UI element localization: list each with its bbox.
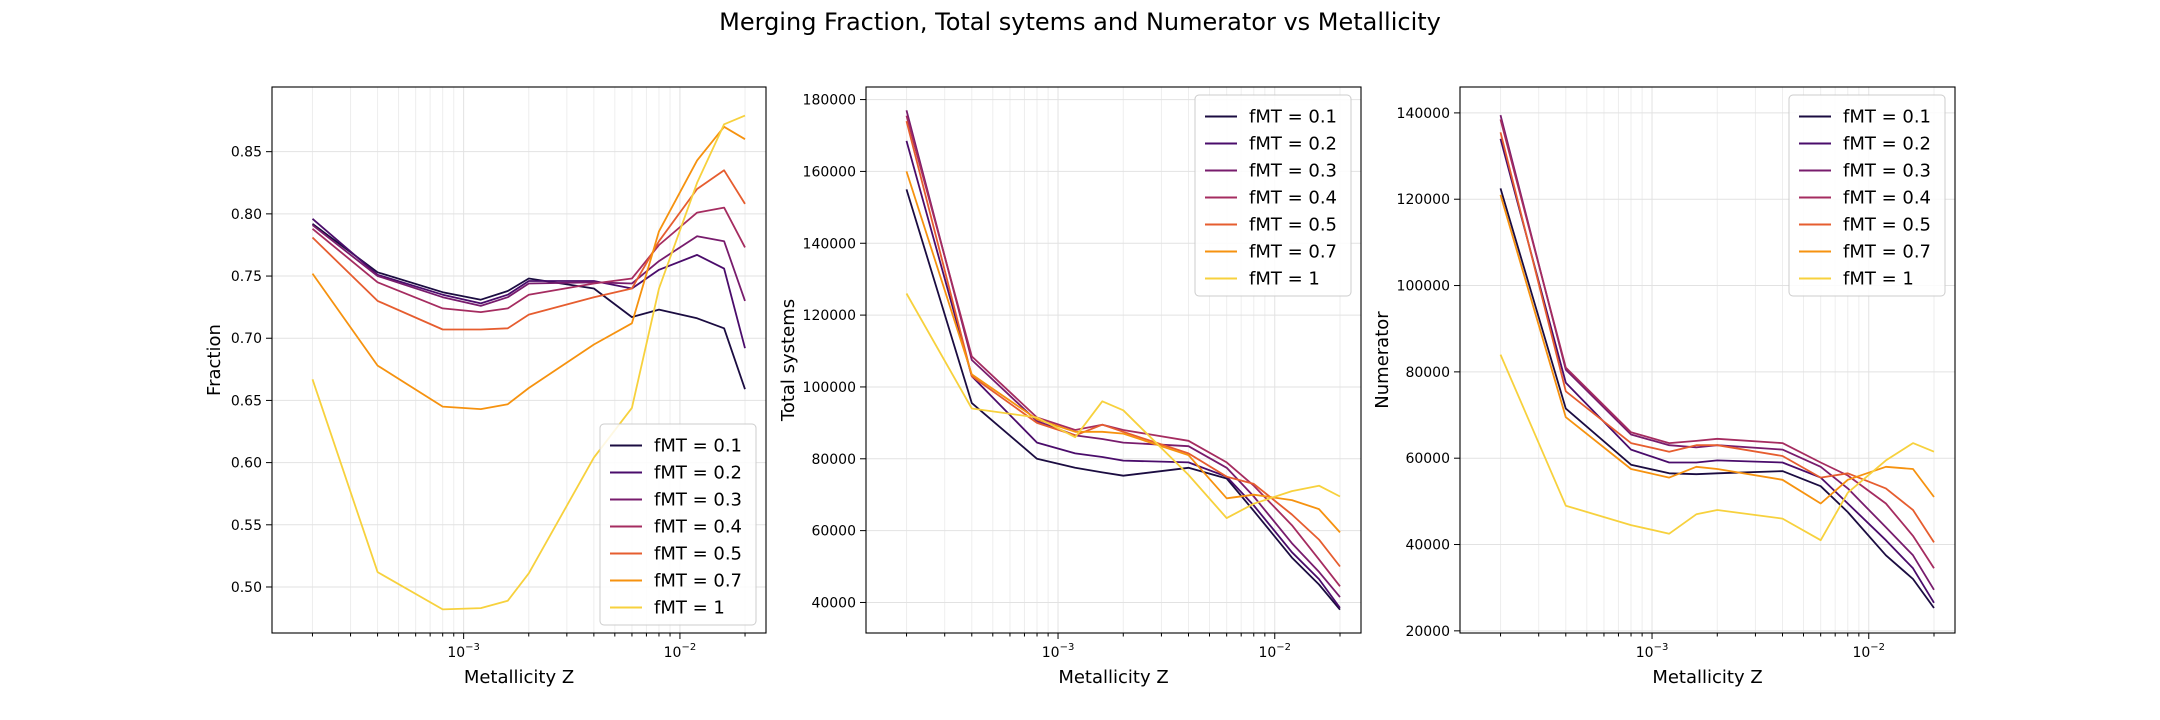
y-tick-label: 140000 [803,236,856,252]
x-tick-label: 10−3 [1636,642,1669,661]
y-tick-label: 120000 [1397,192,1450,208]
x-tick-label: 10−2 [1852,642,1885,661]
legend-label: fMT = 0.7 [1249,242,1337,263]
x-axis-label: Metallicity Z [1652,667,1762,688]
legend: fMT = 0.1 fMT = 0.2 fMT = 0.3 fMT = 0.4 fMT … [599,423,757,626]
y-tick-label: 0.85 [231,145,262,161]
series-line-6 [905,171,1341,534]
legend-label: fMT = 0.2 [1843,134,1931,155]
series-line-4 [1499,119,1935,569]
y-tick-label: 80000 [811,452,856,468]
legend-label: fMT = 0.5 [654,544,742,565]
x-axis-label: Metallicity Z [464,667,574,688]
y-axis-label: Fraction [204,324,225,396]
legend-label: fMT = 0.1 [1843,107,1931,128]
y-tick-label: 60000 [811,524,856,540]
figure-title: Merging Fraction, Total sytems and Numer… [719,8,1441,36]
x-tick-label: 10−2 [1258,642,1291,661]
series-line-2 [311,218,746,349]
legend-label: fMT = 0.7 [1843,242,1931,263]
series-line-5 [1499,132,1935,543]
legend-label: fMT = 1 [654,598,725,619]
y-tick-label: 180000 [803,93,856,109]
legend-box [1788,94,1946,297]
series-line-3 [311,224,746,307]
y-tick-label: 0.50 [231,580,262,596]
legend-label: fMT = 0.1 [654,436,742,457]
legend-label: fMT = 0.7 [654,571,742,592]
legend-label: fMT = 0.4 [1249,188,1337,209]
legend-label: fMT = 0.3 [1843,161,1931,182]
series-line-7 [311,114,746,611]
y-tick-label: 40000 [1405,538,1450,554]
y-tick-label: 120000 [803,308,856,324]
series-line-4 [905,115,1341,587]
y-axis-label: Total systems [778,299,799,422]
series-line-5 [311,169,746,331]
series-line-4 [311,206,746,314]
legend-label: fMT = 0.3 [1249,161,1337,182]
legend-label: fMT = 0.2 [654,463,742,484]
y-tick-label: 0.55 [231,518,262,534]
y-tick-label: 20000 [1405,624,1450,640]
legend-label: fMT = 0.4 [1843,188,1931,209]
series-line-3 [1499,114,1935,591]
x-tick-label: 10−2 [664,642,697,661]
x-tick-label: 10−3 [1042,642,1075,661]
legend-label: fMT = 1 [1249,269,1320,290]
series-line-2 [905,140,1341,609]
legend-label: fMT = 0.3 [654,490,742,511]
y-tick-label: 160000 [803,164,856,180]
legend-label: fMT = 0.2 [1249,134,1337,155]
y-tick-label: 0.75 [231,269,262,285]
series-line-1 [1499,188,1935,609]
x-tick-label: 10−3 [447,642,480,661]
legend-box [599,423,757,626]
y-axis-label: Numerator [1372,311,1393,409]
axes-frame [865,86,1362,634]
y-tick-label: 40000 [811,595,856,611]
legend: fMT = 0.1 fMT = 0.2 fMT = 0.3 fMT = 0.4 fMT … [1788,94,1946,297]
y-tick-label: 100000 [803,380,856,396]
x-axis-label: Metallicity Z [1058,667,1168,688]
y-tick-label: 100000 [1397,279,1450,295]
y-tick-label: 0.65 [231,393,262,409]
legend-label: fMT = 0.4 [654,517,742,538]
series-line-7 [1499,354,1935,542]
y-tick-label: 0.80 [231,207,262,223]
legend-label: fMT = 0.1 [1249,107,1337,128]
legend-label: fMT = 0.5 [1249,215,1337,236]
legend: fMT = 0.1 fMT = 0.2 fMT = 0.3 fMT = 0.4 fMT … [1194,94,1352,297]
chart-panel-3: 10−3 10−2 20000 40000 60000 80000 100000 120000… [1372,86,1956,688]
axes-frame [1459,86,1956,634]
series-line-2 [1499,138,1935,604]
legend-box [1194,94,1352,297]
y-tick-label: 0.70 [231,331,262,347]
y-tick-label: 140000 [1397,106,1450,122]
legend-label: fMT = 0.5 [1843,215,1931,236]
y-tick-label: 60000 [1405,451,1450,467]
series-line-6 [311,125,746,411]
series-line-7 [905,293,1341,519]
y-tick-label: 0.60 [231,456,262,472]
axes-frame [271,86,767,634]
chart-panel-2: 10−3 10−2 40000 60000 80000 100000 120000 14000… [778,86,1362,688]
series-line-6 [1499,194,1935,505]
chart-panel-1: 10−3 10−2 0.50 0.55 0.60 0.65 0.70 0.75 0.80 0.85… [204,86,767,688]
series-line-1 [905,189,1341,611]
legend-label: fMT = 1 [1843,269,1914,290]
y-tick-label: 80000 [1405,365,1450,381]
